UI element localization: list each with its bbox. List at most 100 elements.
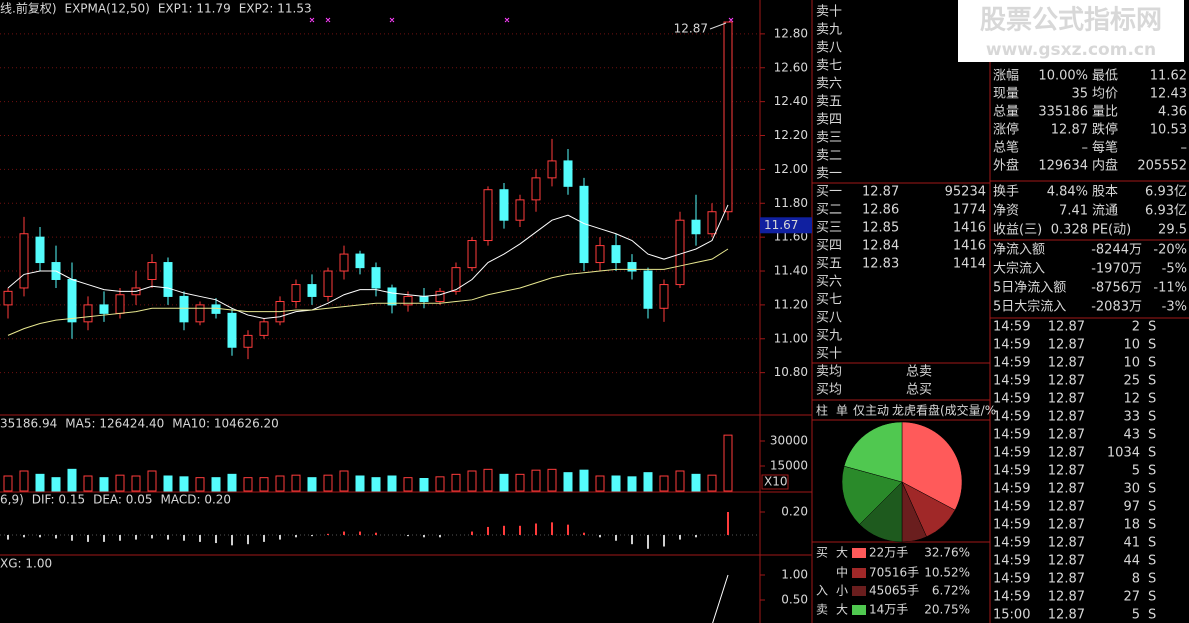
flow-pct: 32.76% [924, 546, 970, 560]
tick-vol: 18 [1123, 518, 1140, 533]
tick-side: S [1148, 554, 1156, 569]
flow-size: 大 [836, 603, 848, 617]
tick-side: S [1148, 428, 1156, 443]
tick-time: 14:59 [993, 356, 1030, 371]
tick-time: 14:59 [993, 482, 1030, 497]
flow-side: 入 [816, 584, 828, 598]
candle-body [115, 294, 125, 314]
volume-bar [627, 476, 637, 492]
volume-bar [99, 477, 109, 492]
tick-side: S [1148, 356, 1156, 371]
candle-body [339, 253, 349, 272]
tick-time: 14:59 [993, 500, 1030, 515]
buy-price: 12.86 [862, 203, 899, 218]
stat-value: – [1082, 141, 1089, 156]
y-tick-label: 12.20 [774, 128, 808, 142]
candle-body [547, 160, 557, 179]
volume-bar [163, 475, 173, 492]
legend-text: MACD: 0.20 [161, 493, 232, 507]
buy-label: 买九 [816, 329, 842, 344]
y-tick-label: 11.00 [774, 331, 808, 345]
tab[interactable]: 龙虎看盘(成交量/% [892, 403, 996, 418]
legend-text: DEA: 0.05 [93, 493, 152, 507]
candle-body [707, 211, 717, 235]
candle-body [147, 262, 157, 280]
volume-bar [3, 475, 13, 492]
fund-pct: -11% [1153, 281, 1187, 296]
tick-time: 14:59 [993, 374, 1030, 389]
xg-line [712, 574, 729, 623]
tab[interactable]: 单 [836, 404, 848, 418]
stat-label: 股本 [1092, 185, 1118, 200]
tick-time: 15:00 [993, 608, 1030, 623]
stat-value: 12.87 [1051, 123, 1088, 138]
stat-value: 11.62 [1150, 69, 1187, 84]
tab[interactable]: 仅主动 [853, 404, 889, 418]
volume-bar [515, 473, 525, 492]
stat-value: 0.328 [1051, 223, 1088, 238]
stat-value: 10.00% [1038, 69, 1088, 84]
volume-bar [243, 477, 253, 492]
fund-pct: -20% [1153, 243, 1187, 258]
stat-label: 涨幅 [993, 69, 1019, 84]
candle-body [563, 160, 573, 187]
legend-text: DIF: 0.15 [32, 493, 85, 507]
tab[interactable]: 柱 [816, 403, 828, 418]
stat-label: 均价 [1092, 87, 1118, 102]
volume-bar [371, 477, 381, 492]
candle-body [67, 278, 77, 323]
sell-label: 卖四 [816, 113, 842, 128]
tick-price: 12.87 [1048, 374, 1085, 389]
tick-time: 14:59 [993, 572, 1030, 587]
tick-side: S [1148, 338, 1156, 353]
tick-vol: 10 [1123, 356, 1140, 371]
legend-text: EXPMA(12,50) [65, 2, 150, 16]
volume-bar [579, 469, 589, 492]
expma-line [7, 248, 729, 336]
stat-value: 6.93亿 [1145, 185, 1187, 200]
stat-value: 4.36 [1158, 105, 1187, 120]
tick-price: 12.87 [1048, 392, 1085, 407]
tick-time: 14:59 [993, 446, 1030, 461]
flow-pct: 20.75% [924, 603, 970, 617]
candle-body [435, 290, 445, 303]
buy-price: 12.85 [862, 221, 899, 236]
flow-vol: 14万手 [869, 603, 908, 617]
tick-side: S [1148, 374, 1156, 389]
volume-bar [115, 474, 125, 492]
volume-bar [531, 469, 541, 492]
stat-value: 7.41 [1059, 204, 1088, 219]
tick-vol: 30 [1123, 482, 1140, 497]
volume-bar [51, 477, 61, 492]
stat-label: 内盘 [1092, 158, 1118, 174]
fund-pct: -3% [1162, 300, 1187, 315]
tick-side: S [1148, 608, 1156, 623]
candle-body [467, 240, 477, 269]
candle-body [35, 236, 45, 264]
scale-label: X10 [764, 475, 788, 489]
legend-text: EXP1: 11.79 [158, 2, 231, 16]
tick-time: 14:59 [993, 554, 1030, 569]
flow-vol: 70516手 [869, 566, 919, 580]
sell-label: 卖二 [816, 149, 842, 164]
tick-side: S [1148, 590, 1156, 605]
flow-swatch [852, 586, 866, 596]
volume-bar [691, 473, 701, 492]
stat-label: 跌停 [1092, 122, 1118, 138]
watermark-title: 股票公式指标网 [980, 6, 1162, 36]
stat-value: 129634 [1038, 159, 1088, 174]
sell-label: 卖七 [816, 59, 842, 74]
tick-vol: 41 [1123, 536, 1140, 551]
volume-bar [339, 470, 349, 492]
stat-value: 4.84% [1047, 185, 1088, 200]
tick-vol: 8 [1132, 572, 1140, 587]
stat-value: 335186 [1038, 105, 1088, 120]
candle-body [259, 321, 269, 336]
avg-label: 总买 [906, 383, 932, 398]
fund-label: 5日净流入额 [993, 281, 1066, 296]
tick-price: 12.87 [1048, 320, 1085, 335]
buy-price: 12.87 [862, 185, 899, 200]
scale-box [761, 474, 789, 490]
buy-label: 买六 [816, 275, 842, 290]
stat-label: 总笔 [993, 140, 1019, 156]
